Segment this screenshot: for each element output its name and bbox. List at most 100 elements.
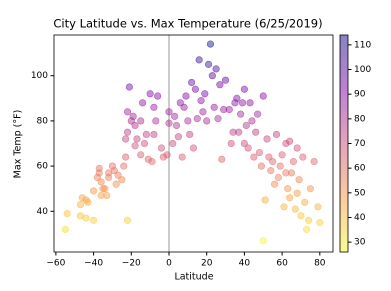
point — [221, 76, 230, 84]
point — [152, 117, 160, 125]
point — [293, 189, 301, 197]
point — [259, 92, 267, 100]
point — [150, 103, 158, 111]
point — [129, 112, 137, 120]
point — [184, 117, 192, 125]
colorbar-tick-label: 40 — [354, 213, 366, 223]
point — [295, 176, 303, 184]
point — [306, 185, 314, 193]
point — [99, 185, 107, 193]
point — [257, 162, 265, 170]
y-axis-label: Max Temp (°F) — [13, 110, 24, 179]
point — [148, 157, 156, 166]
point — [252, 128, 260, 136]
point — [316, 219, 324, 227]
x-tick-label: −40 — [84, 259, 103, 269]
point — [101, 185, 109, 193]
point — [144, 155, 152, 163]
point — [267, 167, 275, 175]
point — [89, 216, 98, 224]
point — [250, 153, 258, 161]
point — [286, 137, 294, 145]
point — [76, 200, 84, 209]
point — [235, 128, 243, 136]
point — [237, 110, 245, 118]
point — [131, 121, 139, 130]
point — [299, 153, 307, 161]
point — [304, 216, 313, 224]
point — [276, 162, 284, 170]
point — [269, 157, 277, 166]
point — [282, 139, 290, 148]
point — [140, 139, 149, 148]
x-tick-label: 20 — [201, 259, 213, 269]
point — [82, 214, 90, 222]
point — [89, 187, 98, 195]
point — [123, 108, 132, 116]
point — [195, 56, 203, 64]
point — [165, 108, 173, 116]
point — [103, 191, 111, 200]
point — [255, 148, 264, 157]
point — [172, 121, 181, 130]
point — [301, 198, 309, 206]
point — [110, 167, 118, 175]
point — [131, 142, 139, 150]
point — [171, 112, 179, 120]
point — [280, 203, 288, 211]
point — [206, 40, 215, 48]
colorbar-tick-label: 60 — [354, 164, 366, 174]
point — [289, 157, 298, 166]
point — [297, 212, 305, 220]
point — [274, 173, 282, 182]
point — [108, 162, 117, 170]
point — [240, 85, 248, 93]
point — [314, 203, 322, 211]
point — [63, 209, 71, 218]
colorbar-tick-label: 110 — [354, 40, 371, 50]
point — [199, 108, 207, 116]
point — [310, 157, 318, 166]
colorbar-tick-label: 100 — [354, 65, 371, 75]
point — [227, 139, 235, 148]
point — [159, 153, 167, 161]
x-tick-label: 40 — [239, 259, 251, 269]
point — [208, 72, 216, 80]
point — [284, 185, 292, 193]
x-axis-label: Latitude — [174, 272, 213, 283]
point — [118, 176, 126, 184]
point — [178, 153, 186, 161]
point — [120, 162, 128, 170]
point — [233, 94, 241, 102]
point — [278, 151, 286, 159]
point — [287, 169, 296, 177]
point — [165, 119, 173, 127]
point — [231, 99, 239, 107]
point — [293, 144, 301, 152]
point — [174, 133, 183, 141]
point — [212, 65, 220, 73]
point — [229, 128, 237, 136]
point — [169, 139, 177, 148]
x-tick-label: −20 — [122, 259, 141, 269]
point — [303, 225, 311, 233]
point — [246, 99, 254, 107]
point — [210, 103, 218, 111]
point — [97, 178, 105, 186]
point — [125, 83, 134, 91]
colorbar-tick-label: 30 — [354, 238, 366, 248]
point — [150, 130, 158, 139]
point — [97, 191, 105, 200]
point — [123, 216, 132, 224]
point — [203, 117, 211, 125]
point — [61, 225, 69, 233]
point — [78, 194, 86, 202]
point — [84, 198, 92, 206]
point — [261, 196, 269, 204]
point — [133, 135, 141, 143]
y-tick-label: 100 — [31, 71, 48, 81]
chart-title: City Latitude vs. Max Temperature (6/25/… — [53, 17, 322, 31]
point — [263, 135, 271, 143]
point — [259, 237, 267, 245]
x-tick-label: −60 — [46, 259, 65, 269]
